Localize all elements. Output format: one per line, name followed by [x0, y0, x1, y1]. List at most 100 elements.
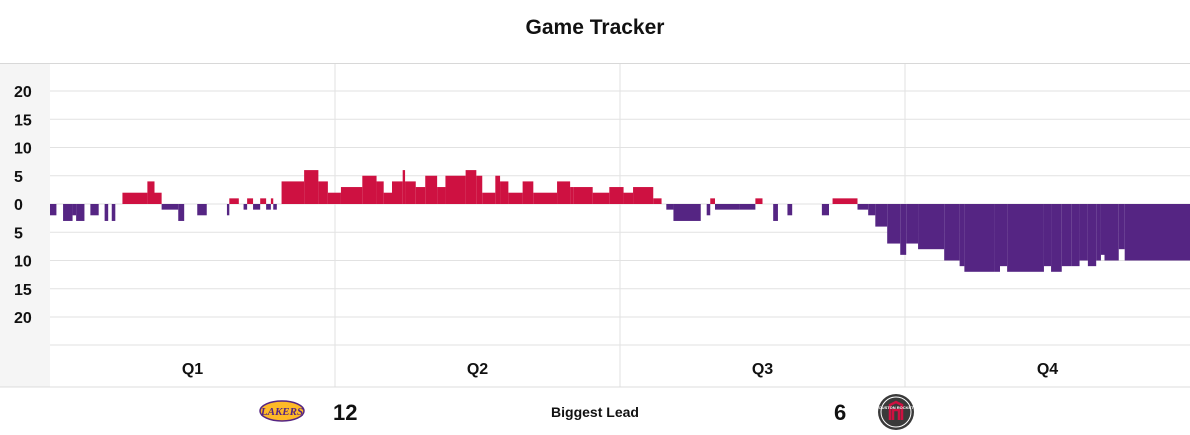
y-axis-panel: [0, 64, 50, 387]
lead-bar: [1007, 204, 1044, 272]
svg-text:HOUSTON ROCKETS: HOUSTON ROCKETS: [876, 405, 917, 410]
lead-bar: [755, 198, 763, 204]
y-tick-label: 5: [14, 225, 23, 242]
lead-bar: [1071, 204, 1080, 267]
lead-bar: [253, 204, 261, 210]
lead-bar: [72, 204, 77, 216]
lead-bar: [405, 181, 416, 204]
lead-bar: [281, 181, 305, 204]
lead-bar: [959, 204, 965, 267]
lead-bar: [773, 204, 778, 221]
lead-bar: [787, 204, 793, 216]
lead-bar: [633, 187, 654, 204]
lead-bar: [104, 204, 109, 221]
lead-bar: [868, 204, 876, 216]
lead-bar: [402, 170, 406, 204]
lead-bar: [1100, 204, 1105, 255]
lead-bar: [592, 192, 610, 204]
lead-bar: [50, 204, 57, 216]
lead-bar: [623, 192, 634, 204]
lead-bar: [832, 198, 858, 204]
lead-bar: [906, 204, 919, 244]
lead-bar: [465, 170, 477, 204]
lead-bar: [1096, 204, 1101, 261]
lead-bar: [260, 198, 267, 204]
lead-bar: [273, 204, 277, 210]
lead-bar: [944, 204, 960, 261]
lead-bar: [1079, 204, 1088, 261]
biggest-lead-footer: LAKERS 12 Biggest Lead 6 HOUSTON ROCKETS: [0, 388, 1190, 435]
lead-bar: [1104, 204, 1119, 261]
game-tracker-chart: 20 15 10 5 0 5 10 15 20 Q1 Q2 Q3 Q4: [0, 64, 1190, 388]
lead-bar: [706, 204, 711, 216]
lead-bar: [1000, 204, 1008, 267]
lead-bar: [111, 204, 116, 221]
lead-bar: [918, 204, 945, 250]
lead-bar: [857, 204, 869, 210]
lead-bar: [76, 204, 85, 221]
lead-bar: [1061, 204, 1072, 267]
lead-bar: [392, 181, 403, 204]
lead-bar: [376, 181, 384, 204]
lead-bar: [270, 198, 274, 204]
lead-bar: [340, 187, 363, 204]
lead-bar: [122, 192, 148, 204]
lead-bar: [243, 204, 248, 210]
lead-bar: [710, 198, 715, 204]
lead-bar: [557, 181, 571, 204]
lead-bar: [1051, 204, 1062, 272]
lead-bar: [739, 204, 756, 210]
lead-bar: [383, 192, 392, 204]
chart-title: Game Tracker: [525, 16, 665, 39]
y-tick-label: 20: [14, 310, 32, 327]
lead-bar: [482, 192, 496, 204]
lead-bar: [90, 204, 99, 216]
svg-text:LAKERS: LAKERS: [260, 406, 303, 418]
lead-bar: [900, 204, 907, 255]
lead-bar: [500, 181, 509, 204]
lead-bar: [425, 175, 438, 204]
y-tick-label: 10: [14, 141, 32, 158]
lead-bar: [147, 181, 155, 204]
lead-bar: [573, 187, 593, 204]
y-tick-label: 0: [14, 197, 23, 214]
lead-bar: [715, 204, 740, 210]
lead-bar: [415, 187, 426, 204]
rockets-biggest-lead: 6: [834, 400, 847, 425]
lead-bar: [445, 175, 466, 204]
x-tick-label-q4: Q4: [1037, 361, 1058, 378]
lead-bar: [570, 187, 574, 204]
lead-bar: [476, 175, 483, 204]
lead-bar: [437, 187, 446, 204]
lead-bar: [1118, 204, 1125, 250]
y-tick-label: 5: [14, 169, 23, 186]
lead-bar: [229, 198, 239, 204]
rockets-logo: HOUSTON ROCKETS: [876, 394, 917, 430]
x-tick-label-q2: Q2: [467, 361, 488, 378]
lead-bar: [226, 204, 230, 216]
lead-bar: [327, 192, 341, 204]
lead-bar: [266, 204, 271, 210]
lakers-logo: LAKERS: [259, 400, 305, 422]
lead-bar: [362, 175, 377, 204]
y-tick-label: 15: [14, 282, 32, 299]
y-tick-label: 10: [14, 254, 32, 271]
lead-bar: [673, 204, 701, 221]
lakers-biggest-lead: 12: [333, 400, 358, 425]
lead-bar: [197, 204, 207, 216]
lead-bar: [1087, 204, 1097, 267]
lead-bar: [1043, 204, 1052, 267]
lead-bar: [247, 198, 254, 204]
lead-bar: [964, 204, 995, 272]
biggest-lead-label: Biggest Lead: [551, 404, 639, 420]
y-tick-label: 15: [14, 112, 32, 129]
lead-bar: [1142, 204, 1190, 261]
y-tick-label: 20: [14, 84, 32, 101]
lead-bar: [508, 192, 523, 204]
header-divider: [0, 63, 1190, 64]
lead-bar: [1124, 204, 1143, 261]
x-tick-label-q3: Q3: [752, 361, 773, 378]
lead-bar: [994, 204, 1000, 272]
lead-bar: [887, 204, 901, 244]
lead-bar: [533, 192, 558, 204]
